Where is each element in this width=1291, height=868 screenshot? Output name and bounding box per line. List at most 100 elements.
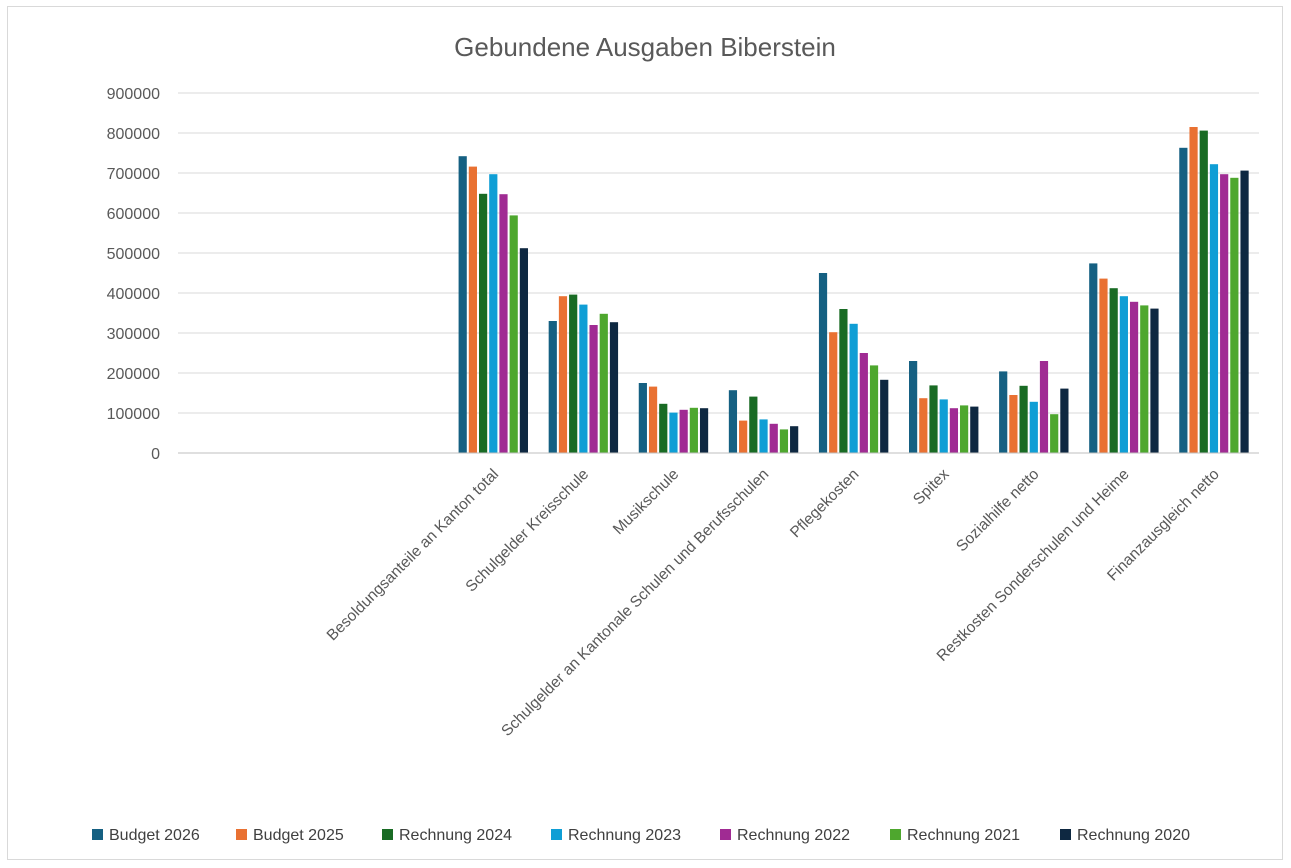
bar — [880, 379, 889, 453]
bar — [859, 353, 868, 453]
bar — [929, 385, 938, 453]
bar — [509, 215, 518, 453]
y-axis-tick-labels: 0 100000 200000 300000 400000 500000 600000 700… — [107, 86, 160, 463]
bar — [869, 365, 879, 453]
bar — [1220, 174, 1229, 453]
bar — [749, 396, 758, 453]
bar — [739, 420, 748, 453]
bar — [1039, 361, 1049, 453]
y-tick-label: 400000 — [107, 286, 160, 303]
bar — [970, 406, 979, 453]
legend-label: Rechnung 2021 — [907, 827, 1020, 844]
bar — [499, 194, 508, 453]
bar — [599, 313, 608, 453]
x-tick-label: Sozialhilfe netto — [953, 466, 1042, 555]
bar — [849, 323, 858, 453]
bar — [519, 248, 528, 453]
bar — [1240, 170, 1249, 453]
y-tick-label: 600000 — [107, 206, 160, 223]
bar — [458, 156, 467, 453]
bar — [960, 405, 969, 453]
bar — [759, 419, 768, 453]
x-tick-label: Pflegekosten — [787, 466, 862, 541]
bar — [669, 412, 678, 453]
legend-swatch — [92, 829, 103, 840]
legend-label: Rechnung 2023 — [568, 827, 681, 844]
legend-swatch — [551, 829, 562, 840]
bar — [558, 296, 568, 453]
bar — [1089, 263, 1098, 453]
y-tick-label: 800000 — [107, 126, 160, 143]
legend-swatch — [236, 829, 247, 840]
bar — [909, 361, 918, 453]
bar — [790, 426, 799, 453]
y-tick-label: 900000 — [107, 86, 160, 103]
bar — [1129, 301, 1139, 453]
legend-label: Budget 2026 — [109, 827, 200, 844]
y-tick-label: 700000 — [107, 166, 160, 183]
bar — [569, 294, 578, 453]
gridlines — [178, 92, 1259, 414]
bar — [609, 322, 619, 453]
legend-swatch — [382, 829, 393, 840]
x-tick-label: Spitex — [910, 466, 953, 509]
bar — [769, 423, 778, 453]
x-tick-label: Besoldungsanteile an Kanton total — [324, 466, 502, 644]
bar — [679, 409, 688, 453]
bar — [1050, 414, 1059, 453]
bar — [648, 386, 658, 453]
bar — [939, 399, 948, 453]
legend-label: Rechnung 2022 — [737, 827, 850, 844]
bar — [839, 309, 848, 453]
bar — [548, 321, 557, 453]
bar — [1109, 288, 1118, 453]
bar — [919, 398, 928, 453]
bar — [818, 273, 828, 453]
bar — [659, 403, 668, 453]
bar — [689, 407, 698, 453]
y-tick-label: 200000 — [107, 366, 160, 383]
x-tick-label: Musikschule — [610, 466, 682, 538]
bar — [1060, 388, 1069, 453]
y-tick-label: 500000 — [107, 246, 160, 263]
bar — [1029, 401, 1038, 453]
bar — [699, 408, 709, 453]
bar — [468, 166, 477, 453]
bar — [478, 193, 488, 454]
y-tick-label: 0 — [151, 446, 160, 463]
bar — [1019, 385, 1028, 453]
bar — [579, 304, 588, 453]
legend-swatch — [1060, 829, 1071, 840]
legend-label: Rechnung 2020 — [1077, 827, 1190, 844]
bar — [589, 325, 598, 453]
bar — [1009, 395, 1018, 453]
bar — [1099, 278, 1108, 453]
y-tick-label: 100000 — [107, 406, 160, 423]
chart-title: Gebundene Ausgaben Biberstein — [454, 32, 836, 62]
bar — [638, 383, 647, 453]
legend-swatch — [720, 829, 731, 840]
bar — [999, 371, 1008, 453]
bar — [489, 174, 498, 453]
bar — [1189, 127, 1198, 453]
bar — [1209, 164, 1219, 453]
bar — [1140, 305, 1149, 453]
x-tick-label: Restkosten Sonderschulen und Heime — [934, 466, 1133, 665]
bar — [1150, 308, 1159, 453]
legend: Budget 2026 Budget 2025 Rechnung 2024 Rechn… — [92, 827, 1190, 844]
legend-label: Rechnung 2024 — [399, 827, 512, 844]
y-tick-label: 300000 — [107, 326, 160, 343]
bars — [458, 127, 1249, 454]
legend-label: Budget 2025 — [253, 827, 344, 844]
x-axis-tick-labels: Besoldungsanteile an Kanton totalSchulge… — [324, 466, 1223, 740]
bar — [949, 408, 959, 453]
bar — [829, 332, 838, 453]
bar — [1119, 296, 1128, 453]
bar — [728, 390, 738, 453]
bar — [1199, 130, 1208, 453]
bar — [779, 429, 789, 453]
legend-swatch — [890, 829, 901, 840]
bar — [1179, 147, 1188, 454]
bar — [1230, 177, 1239, 454]
